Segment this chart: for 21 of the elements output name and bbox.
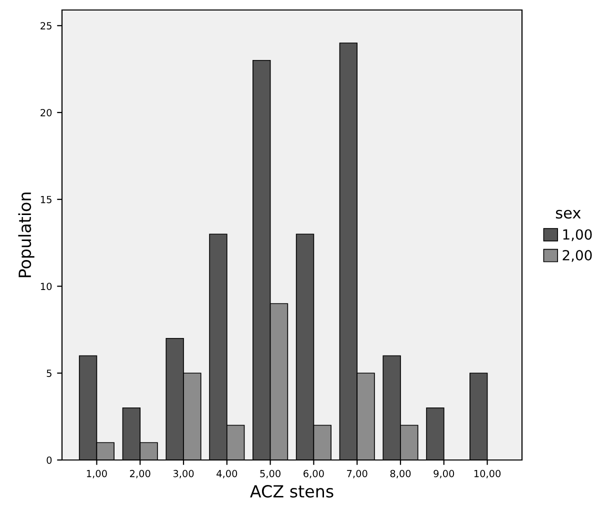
legend-label: 2,00 (562, 250, 592, 262)
x-tick-label: 6,00 (304, 470, 324, 478)
legend-title: sex (556, 210, 581, 219)
x-axis-title: ACZ stens (250, 484, 334, 498)
y-tick-label: 25 (40, 22, 52, 30)
x-tick-label: 4,00 (216, 470, 238, 478)
y-tick-label: 10 (40, 282, 52, 290)
x-tick-label: 1,00 (86, 470, 107, 478)
x-tick-label: 5,00 (260, 470, 280, 478)
y-tick-label: 5 (46, 370, 52, 377)
y-tick-label: 0 (46, 456, 52, 464)
x-tick-label: 3,00 (173, 470, 194, 478)
x-tick-label: 2,00 (130, 470, 150, 478)
legend-label: 1,00 (563, 229, 592, 242)
y-tick-label: 15 (40, 196, 52, 204)
x-tick-label: 9,00 (434, 470, 454, 478)
x-tick-label: 10,00 (474, 470, 501, 478)
x-tick-label: 8,00 (390, 470, 411, 478)
y-axis-title: Population (18, 192, 34, 278)
x-tick-label: 7,00 (347, 470, 368, 478)
y-tick-label: 20 (40, 108, 52, 116)
